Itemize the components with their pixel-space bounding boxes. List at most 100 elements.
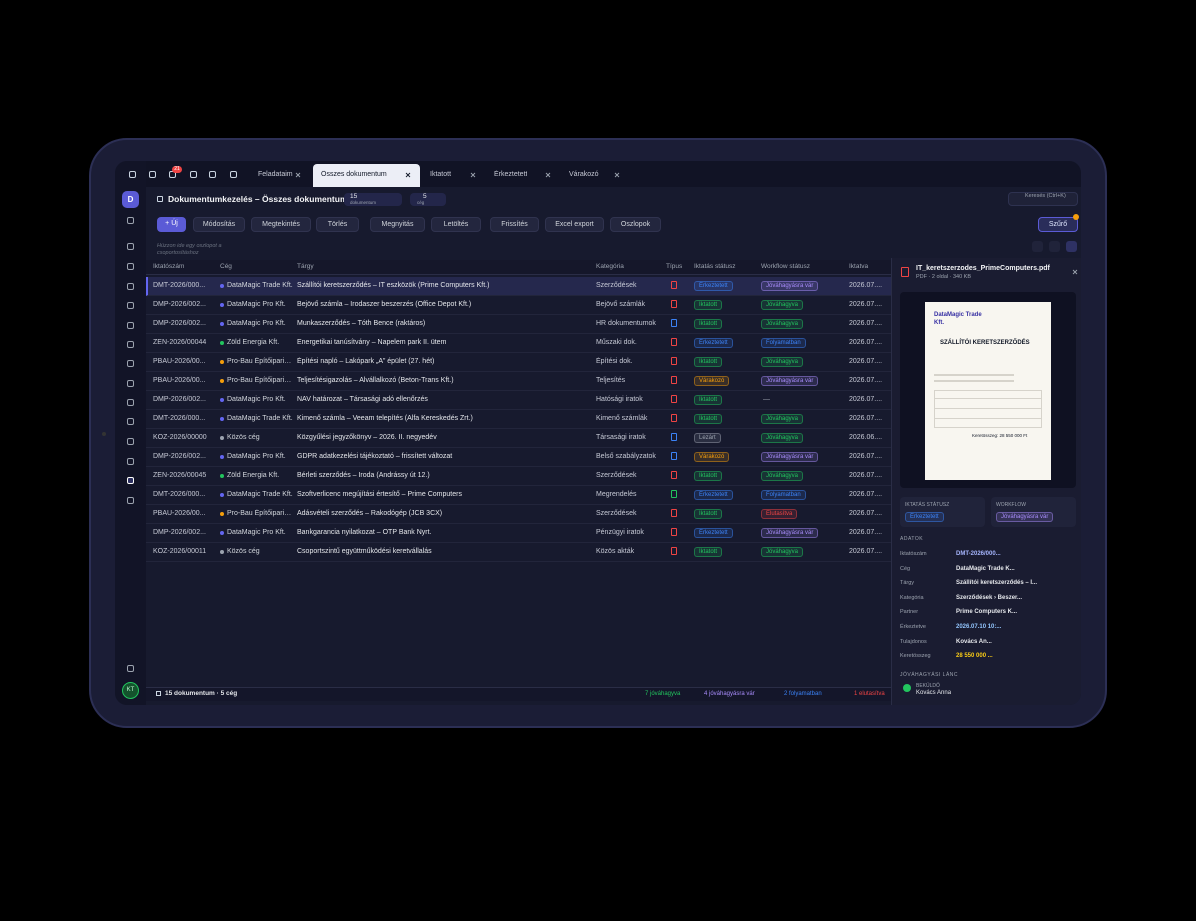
field-label: Cég	[900, 565, 911, 572]
close-icon[interactable]	[545, 172, 551, 178]
table-row[interactable]	[146, 353, 891, 372]
status-count[interactable]: 2 folyamatban	[784, 691, 822, 697]
rail-icon[interactable]	[127, 418, 134, 425]
table-row[interactable]	[146, 448, 891, 467]
category: Bejövő számlák	[596, 301, 646, 308]
table-row[interactable]	[146, 334, 891, 353]
table-row[interactable]	[146, 296, 891, 315]
rail-icon[interactable]	[127, 263, 134, 270]
subject: Bérleti szerződés – Iroda (Andrássy út 1…	[297, 472, 430, 479]
table-row[interactable]	[146, 543, 891, 562]
column-header[interactable]: Kategória	[596, 263, 624, 270]
toolbar-button[interactable]: + Új	[157, 217, 186, 232]
table-row[interactable]	[146, 524, 891, 543]
toolbar-button[interactable]: Excel export	[545, 217, 604, 232]
status-pill: Érkeztetett	[694, 490, 733, 500]
workflow: —	[763, 396, 770, 403]
close-icon[interactable]	[470, 172, 476, 178]
rail-icon[interactable]	[127, 217, 134, 224]
table-row[interactable]	[146, 429, 891, 448]
column-header[interactable]: Iktatószám	[153, 263, 185, 270]
close-icon[interactable]	[405, 172, 411, 178]
column-header[interactable]: Tárgy	[297, 263, 314, 270]
column-header[interactable]: Típus	[666, 263, 683, 270]
search[interactable]: Keresés (Ctrl+K)	[1008, 192, 1078, 206]
rail-icon[interactable]	[127, 438, 134, 445]
toolbar-button[interactable]: Megnyitás	[370, 217, 425, 232]
status-count[interactable]: 1 elutasítva	[854, 691, 885, 697]
table-row[interactable]	[146, 467, 891, 486]
company: DataMagic Trade Kft.	[227, 415, 293, 422]
view-toggle[interactable]	[1049, 241, 1060, 252]
toolbar-button[interactable]: Törlés	[316, 217, 359, 232]
status-pill: Iktatott	[694, 319, 723, 329]
table-row[interactable]	[146, 372, 891, 391]
table-row[interactable]	[146, 505, 891, 524]
close-icon[interactable]	[295, 172, 301, 178]
subject: Közgyűlési jegyzőkönyv – 2026. II. negye…	[297, 434, 437, 441]
file-meta: PDF · 2 oldal · 340 KB	[916, 274, 972, 280]
table-row[interactable]	[146, 486, 891, 505]
rail-icon[interactable]	[127, 477, 134, 484]
status-count[interactable]: 4 jóváhagyásra vár	[704, 691, 755, 697]
company-dot	[220, 341, 224, 345]
doc-total: Keretösszeg: 28 550 000 Ft	[972, 433, 1028, 438]
close-icon[interactable]	[614, 172, 620, 178]
table-row[interactable]	[146, 391, 891, 410]
filter-button[interactable]: Szűrő	[1038, 217, 1078, 232]
field-value: 28 550 000 ...	[956, 653, 993, 660]
toolbar-button[interactable]: Frissítés	[490, 217, 539, 232]
field-label: Partner	[900, 609, 919, 616]
status-pill: Jóváhagyva	[761, 414, 804, 424]
toolbar-icon[interactable]	[209, 171, 216, 178]
top-bar	[146, 161, 1081, 187]
rail-icon[interactable]	[127, 458, 134, 465]
rail-icon[interactable]	[127, 322, 134, 329]
tab[interactable]: Várakozó	[569, 171, 599, 178]
rail-icon[interactable]	[127, 497, 134, 504]
category: Hatósági iratok	[596, 396, 643, 403]
toolbar-button[interactable]: Megtekintés	[251, 217, 311, 232]
rail-icon[interactable]	[127, 302, 134, 309]
column-header[interactable]: Iktatás státusz	[694, 263, 736, 270]
column-header[interactable]: Cég	[220, 263, 232, 270]
close-icon[interactable]	[1072, 269, 1078, 275]
avatar[interactable]: KT	[122, 682, 139, 699]
toolbar-icon[interactable]	[129, 171, 136, 178]
rail-icon[interactable]	[127, 360, 134, 367]
type-icon	[671, 452, 677, 460]
toolbar-button[interactable]: Módosítás	[193, 217, 245, 232]
date: 2026.07....	[849, 377, 883, 384]
badge: 21	[172, 166, 182, 173]
company-dot	[220, 379, 224, 383]
column-header[interactable]: Iktatva	[849, 263, 869, 270]
toolbar-button[interactable]: Oszlopok	[610, 217, 661, 232]
table-row[interactable]	[146, 315, 891, 334]
type-icon	[671, 490, 677, 498]
toolbar-button[interactable]: Letöltés	[431, 217, 481, 232]
toolbar-icon[interactable]	[230, 171, 237, 178]
field-label: Érkeztetve	[900, 624, 926, 630]
status-pill: Jóváhagyásra vár	[761, 528, 819, 538]
table-row[interactable]	[146, 410, 891, 429]
tab[interactable]: Iktatott	[430, 171, 452, 178]
rail-icon[interactable]	[127, 283, 134, 290]
status-pill: Elutasítva	[761, 509, 798, 519]
view-toggle[interactable]	[1066, 241, 1077, 252]
toolbar-icon[interactable]	[149, 171, 156, 178]
rail-icon[interactable]	[127, 399, 134, 406]
tab[interactable]: Érkeztetett	[494, 171, 528, 178]
tab[interactable]: Összes dokumentum	[321, 171, 387, 178]
type-icon	[671, 509, 677, 517]
category: Szerződések	[596, 282, 637, 289]
rail-icon[interactable]	[127, 243, 134, 250]
tab[interactable]: Feladataim	[258, 171, 293, 178]
rail-icon[interactable]	[127, 380, 134, 387]
toolbar-icon[interactable]	[190, 171, 197, 178]
table-row[interactable]	[146, 277, 891, 296]
rail-icon[interactable]	[127, 665, 134, 672]
column-header[interactable]: Workflow státusz	[761, 263, 811, 270]
company: DataMagic Pro Kft.	[227, 301, 286, 308]
rail-icon[interactable]	[127, 341, 134, 348]
view-toggle[interactable]	[1032, 241, 1043, 252]
